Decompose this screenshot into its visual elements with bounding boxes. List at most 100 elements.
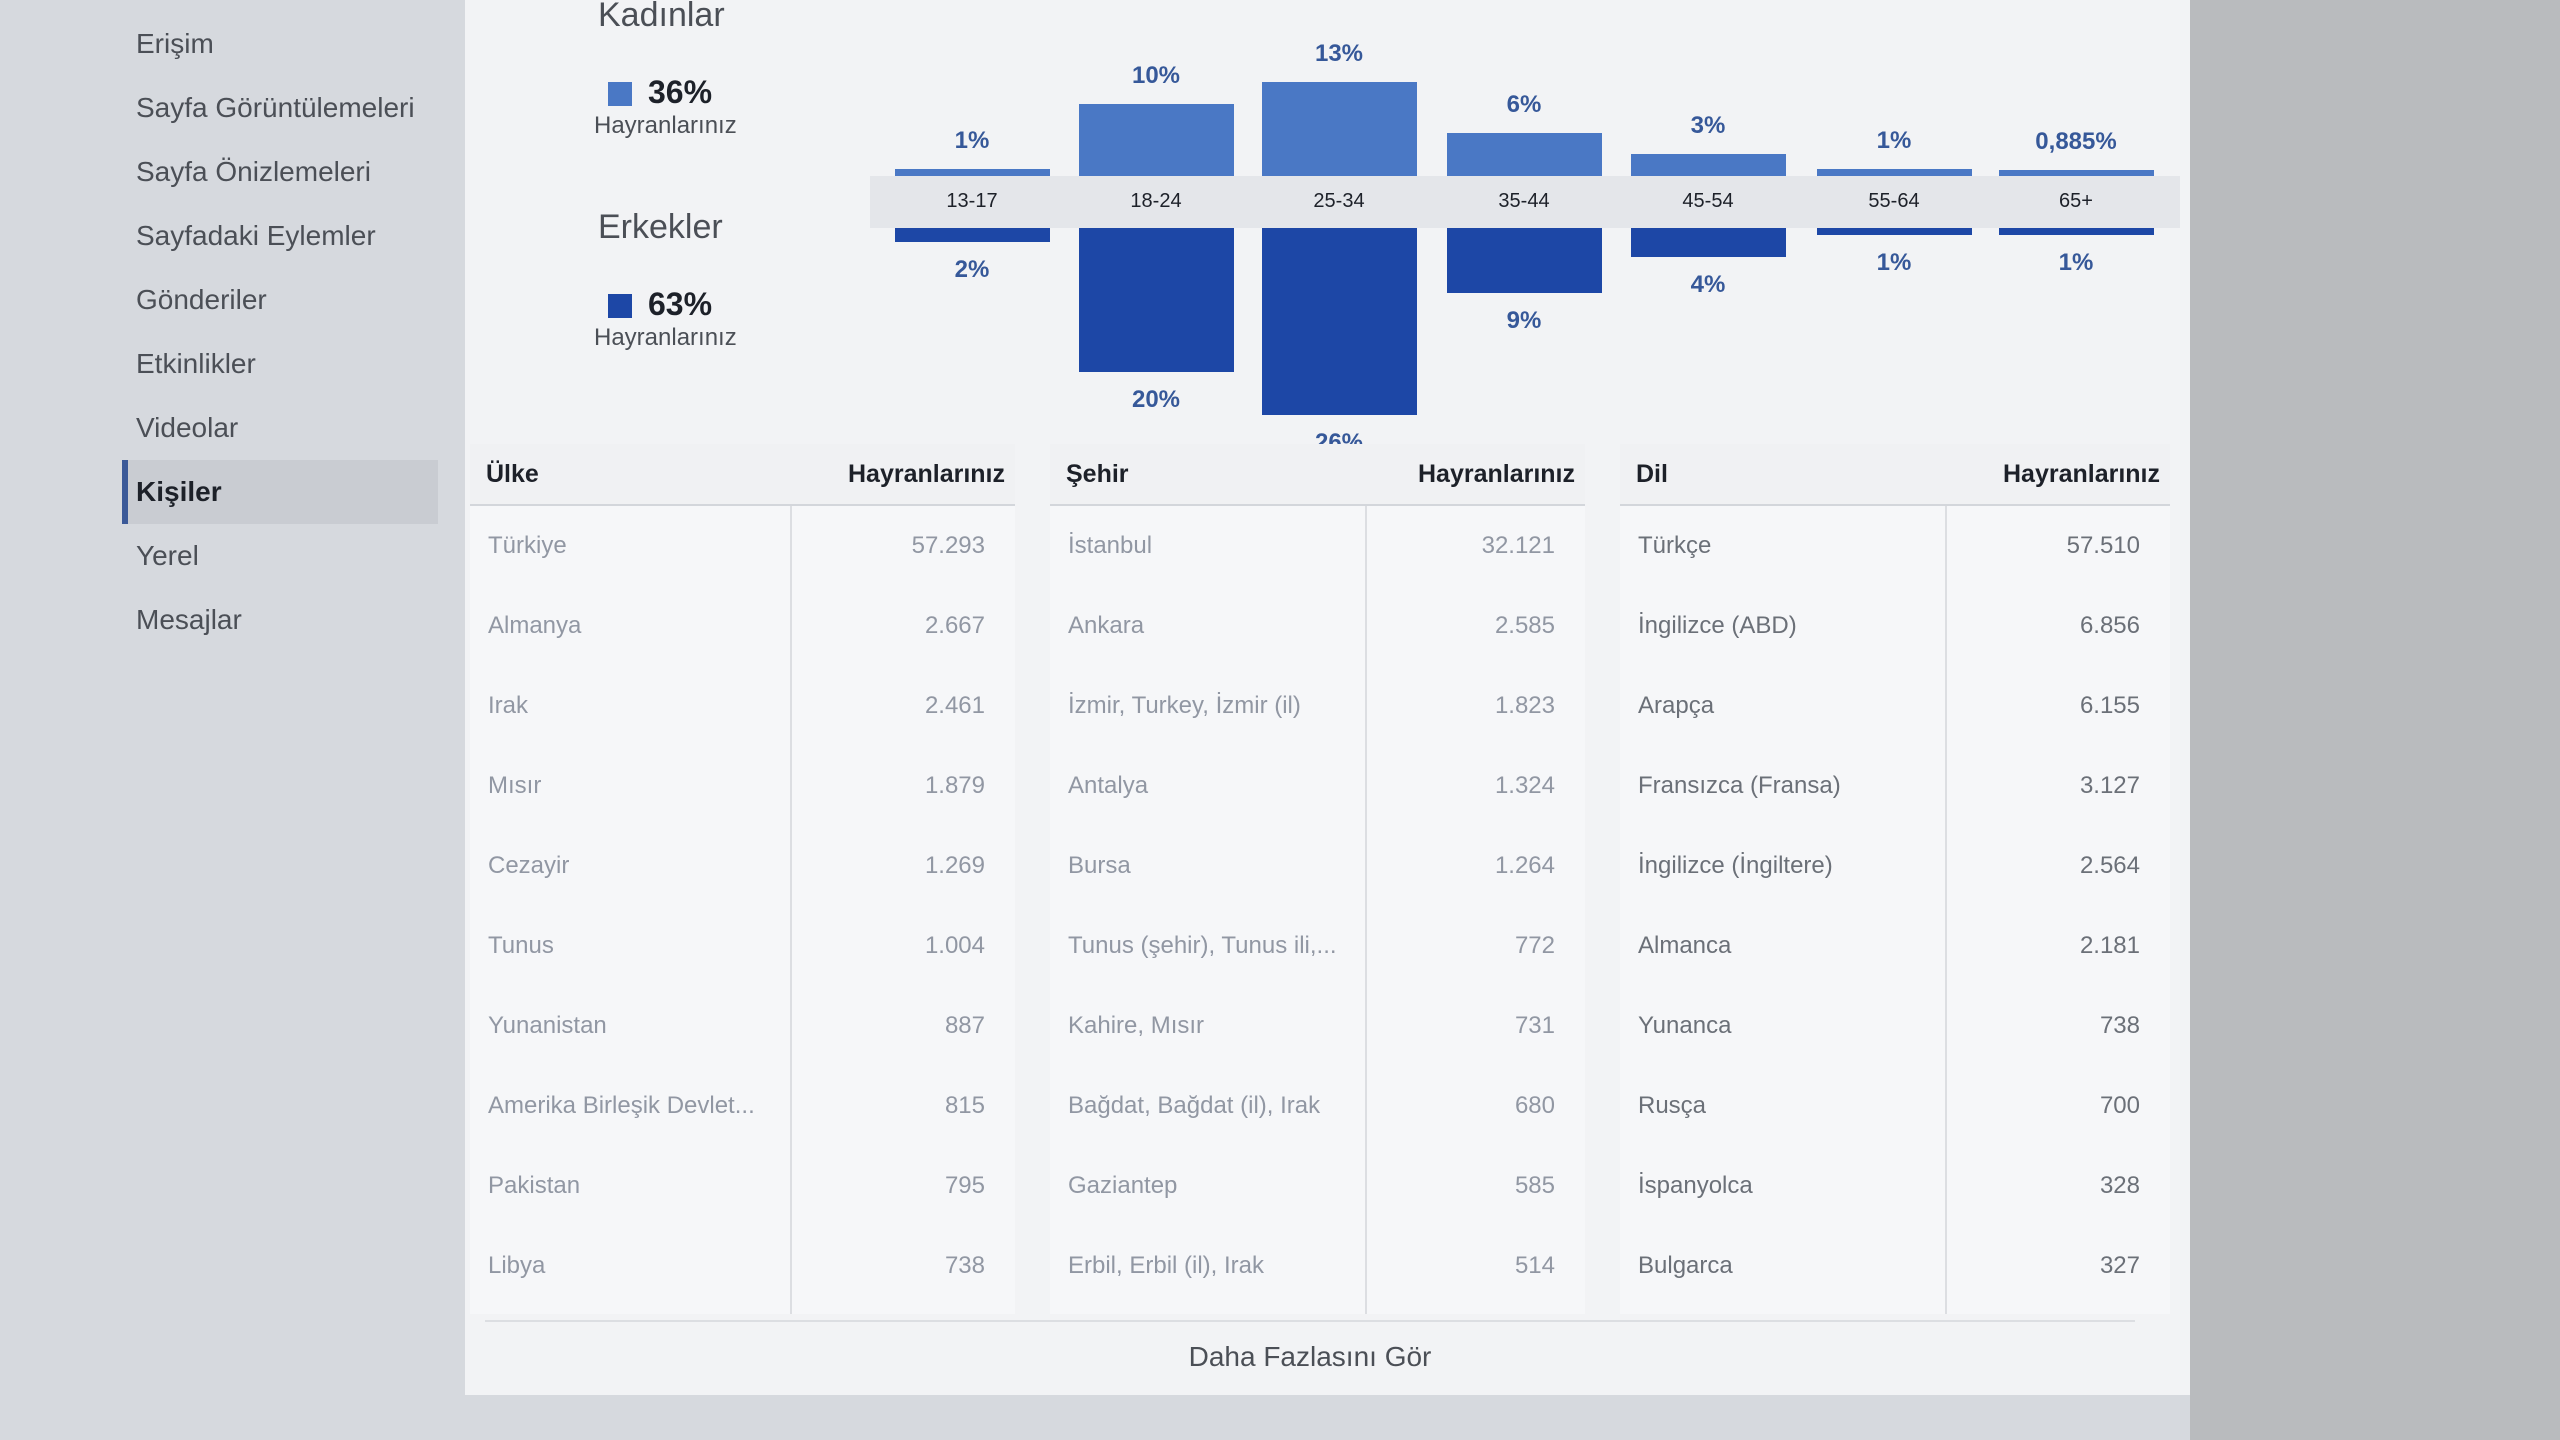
- column-header: Ülke: [470, 444, 790, 506]
- more-link[interactable]: Daha Fazlasını Gör: [485, 1320, 2135, 1392]
- cell-name: Rusça: [1638, 1092, 1707, 1119]
- cell-value: 2.564: [2079, 852, 2140, 879]
- cell-value: 887: [944, 1012, 985, 1039]
- cell-value: 1.879: [924, 772, 985, 799]
- column-header: Hayranlarınız: [1365, 444, 1585, 506]
- women-bar: [1261, 82, 1417, 176]
- cell-name: Türkçe: [1638, 532, 1712, 559]
- cell-value: 514: [1514, 1252, 1555, 1279]
- nav-item[interactable]: Sayfa Görüntülemeleri: [136, 92, 415, 123]
- cell-name: Kahire, Mısır: [1068, 1012, 1205, 1039]
- cell-name: Tunus (şehir), Tunus ili,...: [1068, 932, 1337, 959]
- women-value: 6%: [1506, 90, 1542, 118]
- cell-name: Yunanistan: [488, 1012, 607, 1039]
- cell-value: 2.181: [2079, 932, 2140, 959]
- group-title: Erkekler: [598, 208, 723, 246]
- women-bar: [1630, 154, 1786, 176]
- men-bar: [1816, 228, 1972, 236]
- cell-value: 795: [944, 1172, 985, 1199]
- background: [2190, 0, 2560, 1440]
- cell-value: 2.461: [924, 692, 985, 719]
- column-header: Dil: [1620, 444, 1945, 506]
- cell-value: 772: [1514, 932, 1555, 959]
- cell-name: Libya: [488, 1252, 546, 1279]
- men-value: 2%: [954, 256, 990, 284]
- column-divider: [1945, 444, 1947, 1314]
- men-value: 9%: [1506, 306, 1542, 334]
- nav-item[interactable]: Sayfa Önizlemeleri: [136, 156, 371, 187]
- cell-name: Pakistan: [488, 1172, 581, 1199]
- cell-name: Bulgarca: [1638, 1252, 1733, 1279]
- women-value: 1%: [1876, 126, 1912, 154]
- cell-value: 680: [1514, 1092, 1555, 1119]
- cell-value: 731: [1514, 1012, 1555, 1039]
- age-label: 25-34: [1313, 190, 1365, 212]
- nav-item[interactable]: Gönderiler: [136, 284, 267, 315]
- cell-name: İspanyolca: [1638, 1172, 1753, 1199]
- cell-name: Gaziantep: [1068, 1172, 1178, 1199]
- cell-value: 57.293: [911, 532, 985, 559]
- cell-name: Fransızca (Fransa): [1638, 772, 1841, 799]
- nav-item[interactable]: Videolar: [136, 412, 239, 443]
- women-bar: [1998, 169, 2154, 176]
- table: Dil Hayranlarınız Türkçe 57.510 İngilizce (A…: [1620, 444, 2170, 1314]
- nav-item[interactable]: Etkinlikler: [136, 348, 256, 379]
- group-caption: Hayranlarınız: [594, 324, 737, 351]
- cell-name: Amerika Birleşik Devlet...: [488, 1092, 755, 1119]
- cell-value: 1.264: [1494, 852, 1555, 879]
- women-value: 0,885%: [2035, 127, 2117, 155]
- men-value: 20%: [1131, 386, 1181, 413]
- cell-name: Bursa: [1068, 852, 1131, 879]
- cell-value: 2.585: [1494, 612, 1555, 639]
- cell-name: İngilizce (İngiltere): [1638, 852, 1833, 879]
- cell-name: Almanca: [1638, 932, 1732, 959]
- cell-value: 6.856: [2079, 612, 2140, 639]
- column-header: Şehir: [1050, 444, 1365, 506]
- women-bar: [1078, 104, 1234, 176]
- cell-value: 3.127: [2079, 772, 2140, 799]
- column-divider: [790, 444, 792, 1314]
- sidebar: Erişim Sayfa Görüntülemeleri Sayfa Önizlem…: [122, 12, 452, 652]
- age-label: 18-24: [1130, 190, 1182, 212]
- women-value: 10%: [1131, 62, 1181, 89]
- age-label: 35-44: [1498, 190, 1550, 212]
- cell-name: Irak: [488, 692, 529, 719]
- men-bar: [1078, 228, 1234, 372]
- women-value: 3%: [1690, 112, 1726, 140]
- age-label: 45-54: [1682, 190, 1734, 212]
- cell-value: 57.510: [2066, 532, 2140, 559]
- legend-swatch: [608, 294, 632, 318]
- men-value: 4%: [1690, 270, 1726, 298]
- women-bar: [1816, 168, 1972, 176]
- men-bar: [1446, 228, 1602, 293]
- nav-item[interactable]: Mesajlar: [136, 604, 242, 635]
- nav-item[interactable]: Kişiler: [122, 460, 438, 524]
- cell-name: Cezayir: [488, 852, 570, 879]
- cell-value: 585: [1514, 1172, 1555, 1199]
- cell-name: Erbil, Erbil (il), Irak: [1068, 1252, 1265, 1279]
- cell-name: Almanya: [488, 612, 582, 639]
- group-share: 36%: [648, 74, 713, 110]
- cell-name: Yunanca: [1638, 1012, 1732, 1039]
- cell-name: Bağdat, Bağdat (il), Irak: [1068, 1092, 1321, 1119]
- women-bar: [894, 168, 1050, 176]
- cell-name: Ankara: [1068, 612, 1145, 639]
- cell-name: İstanbul: [1068, 532, 1153, 559]
- nav-item[interactable]: Erişim: [136, 28, 214, 59]
- women-bar: [1446, 132, 1602, 176]
- cell-name: Tunus: [488, 932, 554, 959]
- cell-value: 6.155: [2079, 692, 2140, 719]
- cell-name: Mısır: [488, 772, 542, 799]
- cell-value: 738: [2099, 1012, 2140, 1039]
- cell-value: 1.004: [924, 932, 985, 959]
- women-value: 13%: [1314, 40, 1364, 68]
- nav-item[interactable]: Sayfadaki Eylemler: [136, 220, 376, 251]
- nav-item[interactable]: Yerel: [136, 540, 199, 571]
- men-bar: [1630, 228, 1786, 257]
- cell-name: İzmir, Turkey, İzmir (il): [1068, 692, 1301, 719]
- cell-name: Antalya: [1068, 772, 1149, 799]
- cell-name: İngilizce (ABD): [1638, 612, 1797, 639]
- group-share: 63%: [648, 286, 713, 322]
